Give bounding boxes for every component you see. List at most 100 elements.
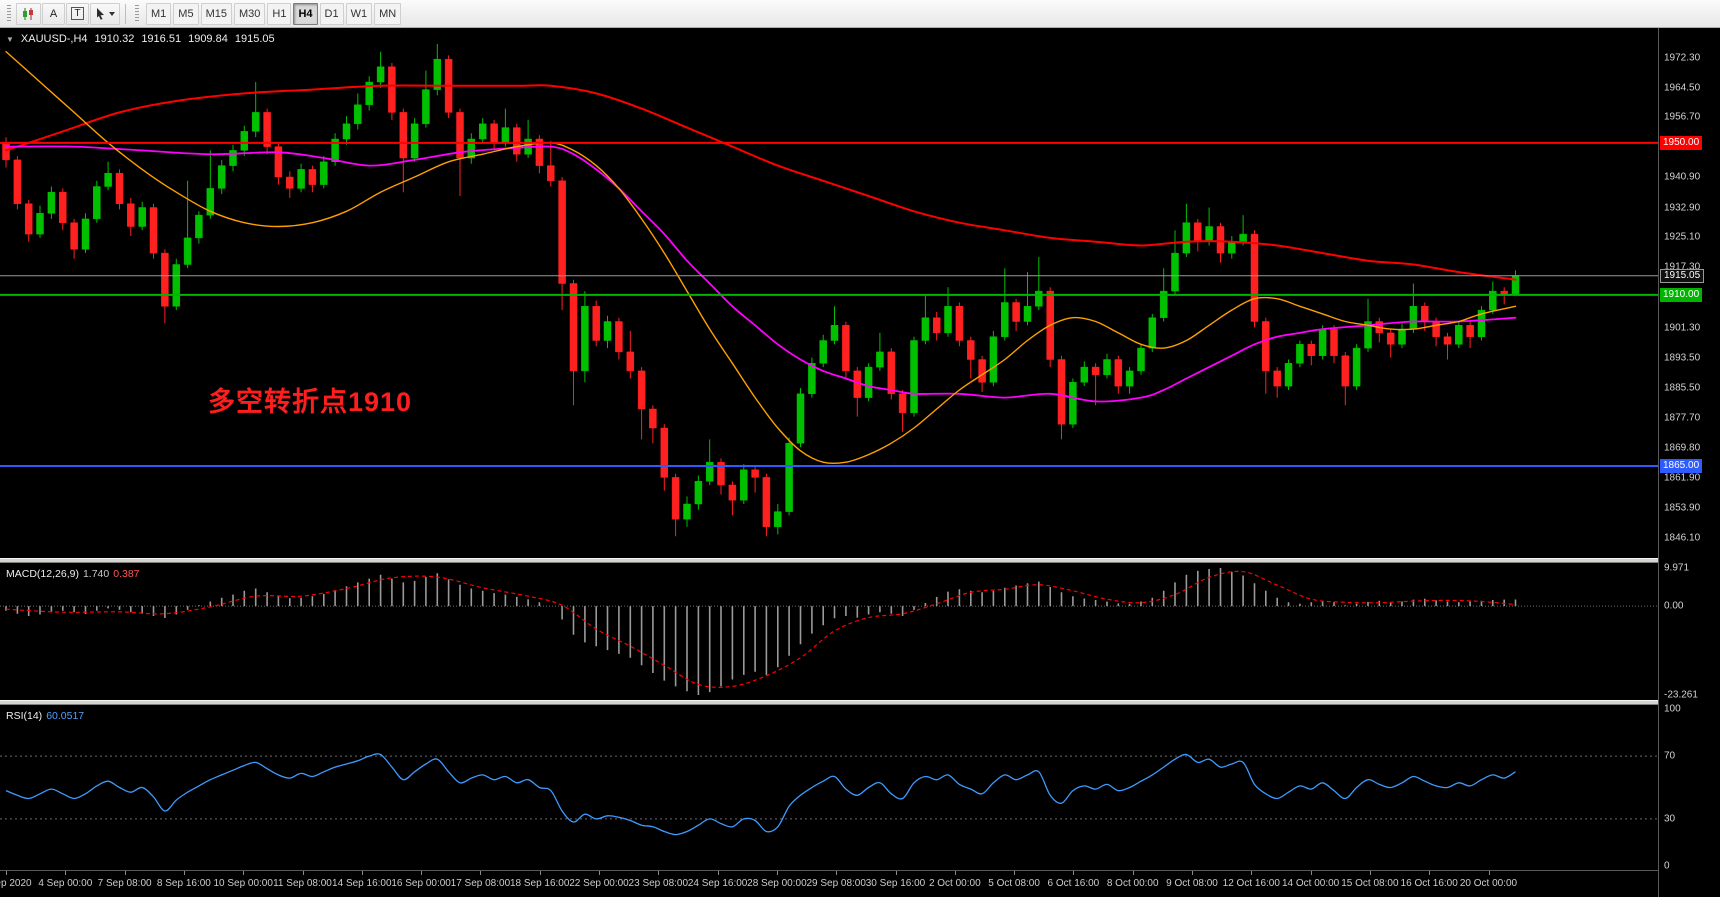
macd-indicator-label: MACD(12,26,9) 1.740 0.387 xyxy=(6,568,144,580)
text-box-button[interactable]: T xyxy=(66,2,89,25)
collapse-icon[interactable]: ▼ xyxy=(6,34,14,44)
time-label: 23 Sep 08:00 xyxy=(628,878,689,889)
time-label: 20 Oct 00:00 xyxy=(1459,878,1518,889)
time-tick xyxy=(658,871,660,875)
time-label: 4 Sep 00:00 xyxy=(38,878,93,889)
time-tick xyxy=(1251,871,1253,875)
time-tick xyxy=(1132,871,1134,875)
close-value: 1915.05 xyxy=(234,33,275,45)
macd-pane[interactable] xyxy=(0,563,1658,700)
arrow-tools-button[interactable] xyxy=(90,2,120,25)
rsi-name: RSI(14) xyxy=(6,710,43,722)
axis-tick-label: 0.00 xyxy=(1664,600,1684,612)
time-tick xyxy=(65,871,67,875)
time-tick xyxy=(302,871,304,875)
time-label: 16 Oct 16:00 xyxy=(1400,878,1458,889)
price-tag: 1865.00 xyxy=(1660,458,1703,473)
time-tick xyxy=(124,871,126,875)
time-label: 2 Oct 00:00 xyxy=(928,878,981,889)
text-label-glyph: A xyxy=(49,7,58,20)
axis-tick-label: 1940.90 xyxy=(1664,171,1701,183)
axis-tick-label: 100 xyxy=(1664,703,1681,715)
axis-tick-label: 1972.30 xyxy=(1664,52,1701,64)
toolbar-separator xyxy=(125,3,126,24)
time-axis[interactable]: 2 Sep 2020 4 Sep 00:00 7 Sep 08:00 8 Sep 16… xyxy=(0,870,1720,897)
time-tick xyxy=(361,871,363,875)
timeframe-toolbar: M1 M5 M15 M30 H1 H4 D1 W1 MN xyxy=(146,2,402,25)
time-label: 10 Sep 00:00 xyxy=(213,878,273,889)
ma-slow-red-line xyxy=(5,84,1517,281)
time-label: 12 Oct 16:00 xyxy=(1222,878,1280,889)
timeframe-button-h1[interactable]: H1 xyxy=(267,2,292,25)
axis-tick-label: -23.261 xyxy=(1664,689,1698,701)
timeframe-button-m1[interactable]: M1 xyxy=(146,2,172,25)
time-tick xyxy=(480,871,482,875)
price-axis[interactable]: 1972.301964.501956.701948.901940.901932.… xyxy=(1658,28,1720,897)
time-label: 29 Sep 08:00 xyxy=(806,878,866,889)
high-value: 1916.51 xyxy=(141,33,182,45)
time-tick xyxy=(599,871,600,875)
price-tag: 1950.00 xyxy=(1660,135,1703,150)
macd-signal-line xyxy=(5,570,1516,688)
pane-separator-macd[interactable] xyxy=(0,558,1720,563)
time-tick xyxy=(836,871,838,875)
chart-annotation-text[interactable]: 多空转折点1910 xyxy=(208,387,413,417)
text-label-button[interactable]: A xyxy=(42,2,65,25)
time-tick xyxy=(954,871,956,875)
timeframe-button-w1[interactable]: W1 xyxy=(345,2,373,25)
time-tick xyxy=(1014,871,1016,875)
time-tick xyxy=(1429,871,1431,875)
axis-tick-label: 1869.80 xyxy=(1664,442,1701,454)
time-tick xyxy=(1369,871,1371,875)
time-label: 14 Sep 16:00 xyxy=(332,878,392,889)
axis-tick-label: 30 xyxy=(1664,813,1676,825)
cursor-icon xyxy=(97,8,104,20)
time-tick xyxy=(776,871,778,875)
axis-tick-label: 1956.70 xyxy=(1664,111,1701,123)
macd-signal-value: 0.387 xyxy=(113,568,140,580)
timeframe-button-m15[interactable]: M15 xyxy=(200,2,232,25)
toolbar-grip-handle-2[interactable] xyxy=(135,4,139,23)
symbol-period-label: XAUUSD-,H4 xyxy=(20,33,88,45)
timeframe-button-d1[interactable]: D1 xyxy=(319,2,344,25)
time-label: 8 Sep 16:00 xyxy=(156,878,211,889)
time-tick xyxy=(6,871,7,875)
bear-candle-bodies xyxy=(2,58,1508,528)
toolbar: A T M1 M5 M15 M30 H1 H4 D1 W1 MN xyxy=(0,0,1720,28)
rsi-value: 60.0517 xyxy=(46,710,85,722)
bull-candle-bodies xyxy=(36,58,1520,528)
price-pane[interactable] xyxy=(0,28,1658,558)
axis-tick-label: 1917.30 xyxy=(1664,261,1701,273)
timeframe-button-m30[interactable]: M30 xyxy=(233,2,266,25)
time-tick xyxy=(895,871,897,875)
axis-tick-label: 1877.70 xyxy=(1664,412,1701,424)
time-label: 28 Sep 00:00 xyxy=(747,878,807,889)
axis-tick-label: 1893.50 xyxy=(1664,352,1701,364)
chart-window: ▼ XAUUSD-,H4 1910.32 1916.51 1909.84 191… xyxy=(0,28,1720,897)
axis-tick-label: 1885.50 xyxy=(1664,382,1701,394)
rsi-indicator-label: RSI(14) 60.0517 xyxy=(6,710,88,722)
time-label: 22 Sep 00:00 xyxy=(569,878,629,889)
timeframe-button-m5[interactable]: M5 xyxy=(173,2,199,25)
time-tick xyxy=(1192,871,1193,875)
ma-fast-orange-line xyxy=(5,50,1517,465)
rsi-pane[interactable] xyxy=(0,705,1658,870)
time-label: 2 Sep 2020 xyxy=(0,878,32,889)
timeframe-button-h4[interactable]: H4 xyxy=(293,2,318,25)
candlestick-chart-button[interactable] xyxy=(16,2,41,25)
time-tick xyxy=(1310,871,1312,875)
axis-tick-label: 1925.10 xyxy=(1664,231,1701,243)
chart-ohlc-header: ▼ XAUUSD-,H4 1910.32 1916.51 1909.84 191… xyxy=(6,33,275,45)
axis-tick-label: 1932.90 xyxy=(1664,202,1701,214)
toolbar-grip-handle[interactable] xyxy=(7,4,11,23)
time-tick xyxy=(717,871,719,875)
macd-main-value: 1.740 xyxy=(82,568,110,580)
candlestick-icon xyxy=(23,7,33,20)
low-value: 1909.84 xyxy=(188,33,228,45)
time-label: 14 Oct 00:00 xyxy=(1281,878,1340,889)
pane-separator-rsi[interactable] xyxy=(0,700,1720,705)
time-label: 17 Sep 08:00 xyxy=(450,878,511,889)
time-tick xyxy=(539,871,541,875)
timeframe-button-mn[interactable]: MN xyxy=(374,2,402,25)
time-label: 30 Sep 16:00 xyxy=(865,878,926,889)
